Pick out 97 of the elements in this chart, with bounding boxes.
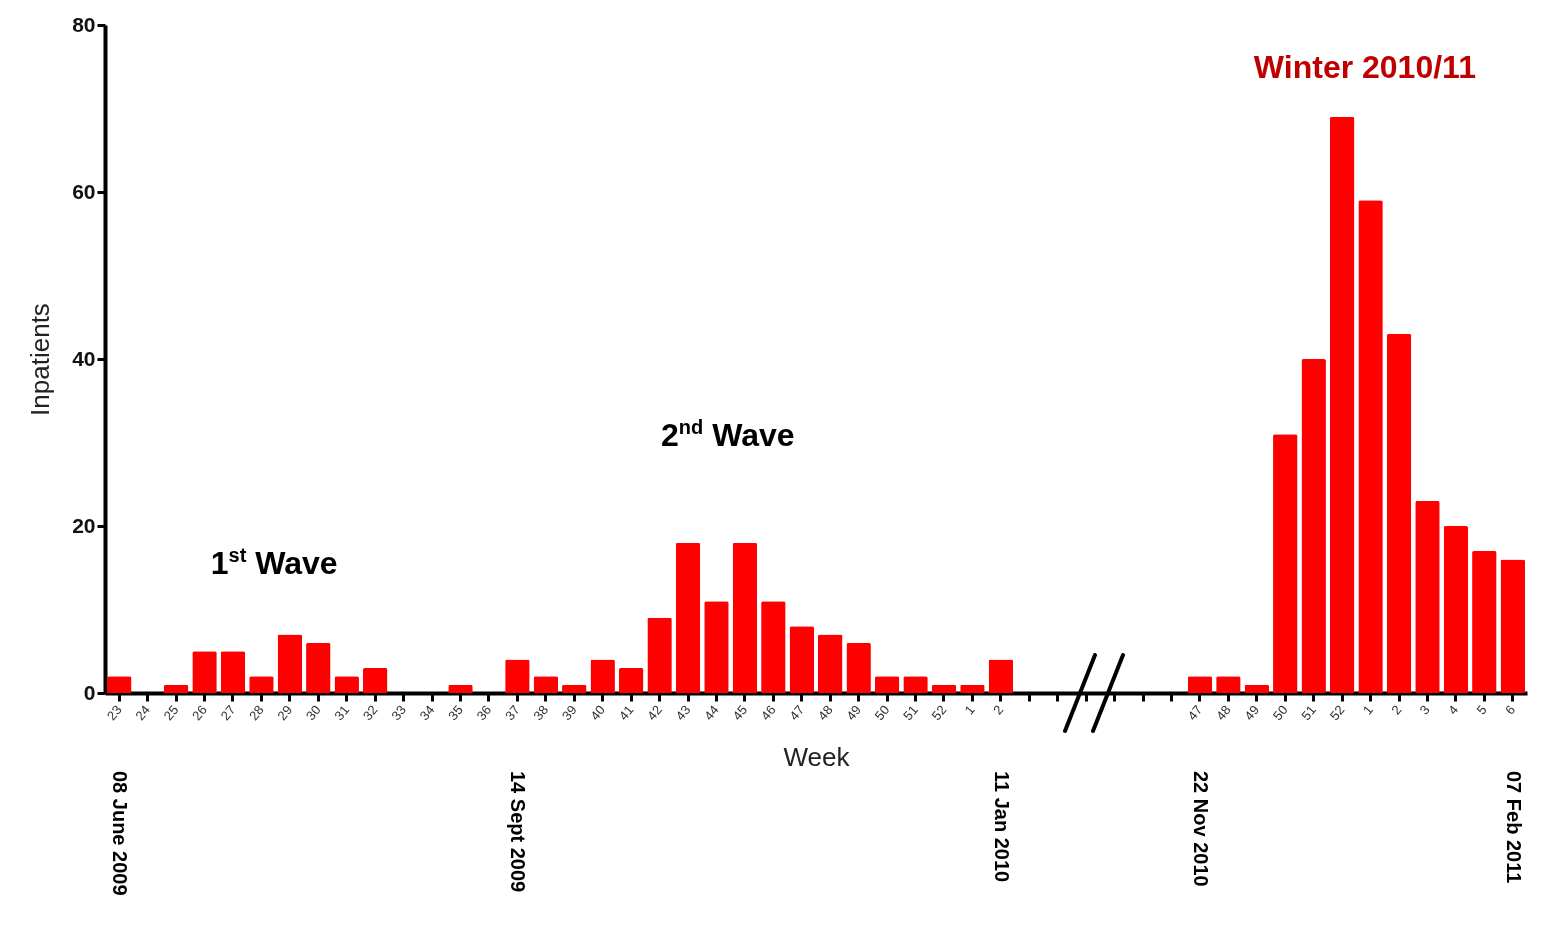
bar	[1472, 551, 1497, 693]
y-axis-title: Inpatients	[25, 303, 56, 416]
bar	[306, 642, 331, 693]
x-tick-label: 47	[1184, 702, 1206, 724]
bar	[1301, 359, 1326, 693]
annotation: 2$^{nd}$ Wave	[661, 416, 795, 453]
bar	[647, 617, 672, 693]
bar	[1187, 676, 1213, 693]
bar	[192, 651, 217, 693]
x-tick-label: 36	[473, 702, 495, 724]
x-tick-label: 51	[900, 702, 921, 724]
x-tick-label: 39	[558, 702, 580, 724]
x-tick-label: 1	[961, 702, 978, 718]
x-tick-label: 26	[189, 702, 210, 724]
x-tick-label: 46	[757, 702, 779, 724]
x-tick-label: 50	[1269, 702, 1291, 724]
bar	[1216, 676, 1241, 693]
x-tick-label: 42	[644, 702, 665, 724]
x-tick-label: 52	[928, 702, 950, 724]
y-tick-label: 0	[83, 680, 96, 704]
bar	[277, 634, 303, 693]
x-tick-label: 1	[1359, 702, 1376, 718]
x-tick-label: 23	[103, 702, 125, 724]
x-tick-label: 51	[1298, 702, 1320, 724]
x-tick-label: 50	[871, 702, 893, 724]
annotation: 1$^{st}$ Wave	[210, 544, 338, 581]
bar	[1273, 434, 1298, 693]
bar	[220, 651, 246, 693]
x-tick-label: 31	[331, 702, 353, 724]
x-tick-label: 52	[1326, 702, 1348, 724]
bar	[505, 659, 530, 693]
bar	[1386, 333, 1412, 693]
bar	[1500, 559, 1526, 693]
x-tick-label: 30	[302, 702, 324, 724]
bar	[1244, 684, 1270, 693]
bar	[931, 684, 957, 693]
bar	[846, 642, 871, 693]
x-tick-label: 40	[587, 702, 609, 724]
bar	[1329, 116, 1355, 693]
x-tick-label: 48	[814, 702, 836, 724]
bar	[761, 601, 786, 693]
bar	[789, 626, 815, 693]
x-tick-label: 33	[388, 702, 409, 724]
bar	[675, 542, 701, 693]
text: 11 Jan 2010	[990, 771, 1013, 883]
x-tick-label: 4	[1445, 702, 1462, 718]
x-tick-label: 29	[274, 702, 296, 724]
x-tick-label: 47	[786, 702, 808, 724]
bar	[988, 659, 1014, 693]
bar	[903, 676, 928, 693]
bar	[334, 676, 359, 693]
x-tick-label: 41	[615, 702, 637, 724]
x-tick-label: 49	[843, 702, 865, 724]
bar	[704, 601, 729, 693]
x-tick-label: 6	[1502, 702, 1519, 718]
x-tick-label: 37	[501, 702, 523, 724]
x-tick-label: 35	[445, 702, 466, 724]
bar	[732, 542, 758, 693]
bar	[1443, 526, 1469, 693]
x-tick-label: 5	[1473, 702, 1490, 718]
x-tick-label: 28	[245, 702, 267, 724]
text: 14 Sept 2009	[507, 771, 530, 893]
text: 08 June 2009	[109, 771, 132, 896]
x-axis-title: Week	[783, 742, 851, 773]
bar	[106, 676, 132, 693]
bar	[249, 676, 274, 693]
bar	[817, 634, 843, 693]
x-tick-label: 32	[359, 702, 381, 724]
annotation: Winter 2010/11	[1253, 48, 1476, 85]
x-tick-label: 43	[672, 702, 694, 724]
bar	[362, 667, 388, 693]
x-tick-label: 49	[1241, 702, 1263, 724]
bar	[1358, 200, 1383, 693]
x-tick-label: 34	[416, 702, 438, 724]
bar	[163, 684, 189, 693]
x-tick-label: 3	[1416, 702, 1433, 718]
bar	[590, 659, 615, 693]
bar	[533, 676, 559, 693]
x-tick-label: 44	[701, 702, 722, 724]
x-tick-label: 2	[990, 702, 1007, 718]
bar	[874, 676, 900, 693]
x-tick-label: 45	[729, 702, 751, 724]
x-tick-label: 38	[530, 702, 552, 724]
y-tick-label: 40	[72, 346, 96, 370]
x-tick-label: 27	[217, 702, 239, 724]
y-tick-label: 20	[72, 513, 96, 537]
x-tick-label: 48	[1212, 702, 1234, 724]
bar	[562, 684, 587, 693]
x-tick-label: 24	[132, 702, 154, 724]
bar	[618, 667, 644, 693]
y-tick-label: 80	[72, 12, 96, 36]
text: 07 Feb 2011	[1502, 771, 1525, 884]
bar	[1415, 500, 1440, 693]
text: 22 Nov 2010	[1189, 771, 1212, 887]
y-tick-label: 60	[72, 179, 96, 203]
x-tick-label: 25	[160, 702, 182, 724]
x-tick-label: 2	[1388, 702, 1405, 718]
